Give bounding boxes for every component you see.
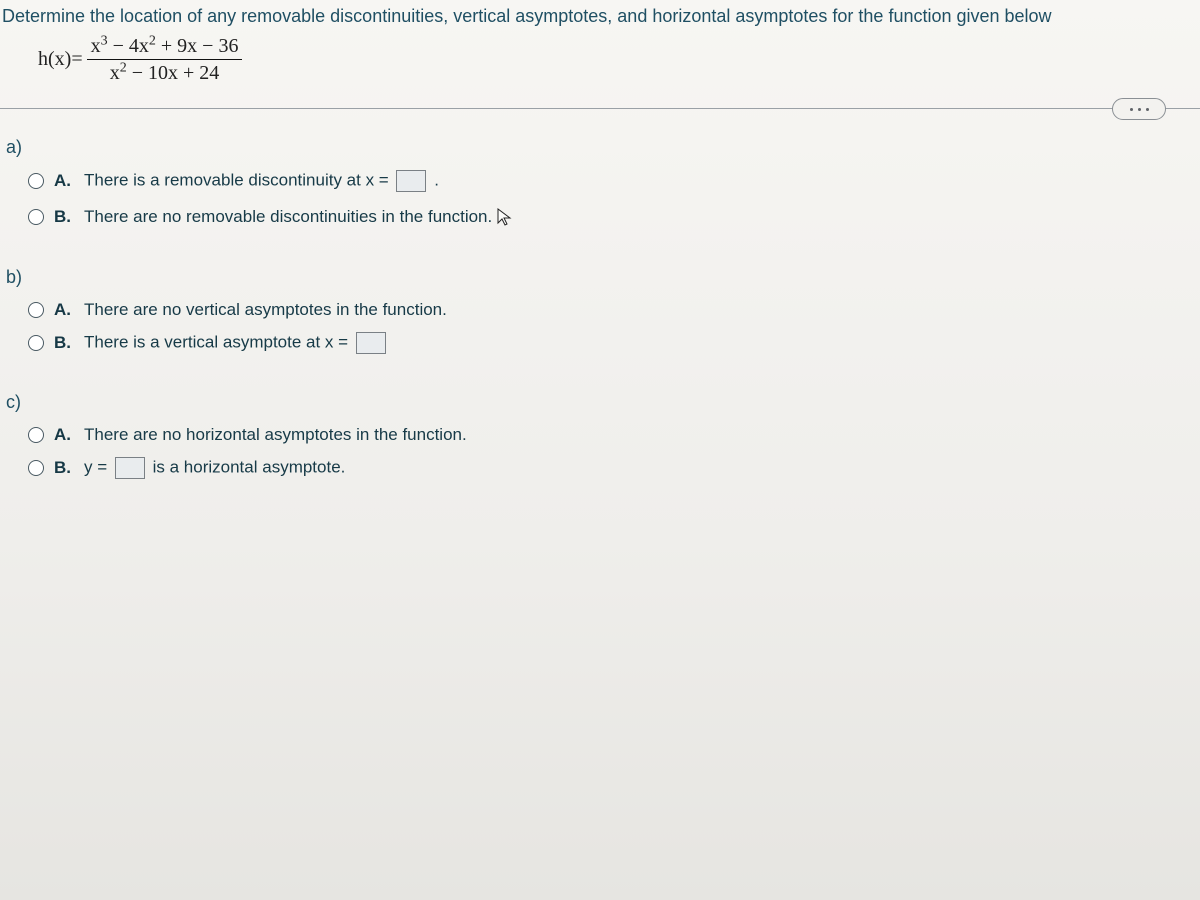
part-c-label: c) — [6, 392, 1188, 419]
radio-icon[interactable] — [28, 335, 44, 351]
answer-input[interactable] — [356, 332, 386, 354]
option-letter: A. — [54, 425, 74, 445]
part-c: c) A. There are no horizontal asymptotes… — [0, 364, 1200, 489]
option-text: There are no horizontal asymptotes in th… — [84, 425, 467, 445]
ellipsis-dot-icon — [1138, 108, 1141, 111]
more-options-button[interactable] — [1112, 98, 1166, 120]
function-fraction: x3 − 4x2 + 9x − 36 x2 − 10x + 24 — [87, 35, 243, 84]
part-c-option-A[interactable]: A. There are no horizontal asymptotes in… — [6, 419, 1188, 451]
option-text: There are no removable discontinuities i… — [84, 207, 492, 227]
ellipsis-dot-icon — [1130, 108, 1133, 111]
option-text: y = is a horizontal asymptote. — [84, 457, 345, 479]
option-text: There is a removable discontinuity at x … — [84, 170, 439, 192]
part-b-option-A[interactable]: A. There are no vertical asymptotes in t… — [6, 294, 1188, 326]
ellipsis-dot-icon — [1146, 108, 1149, 111]
option-letter: B. — [54, 333, 74, 353]
option-letter: A. — [54, 171, 74, 191]
divider — [0, 108, 1200, 109]
part-a: a) A. There is a removable discontinuity… — [0, 109, 1200, 239]
option-text: There is a vertical asymptote at x = — [84, 332, 389, 354]
option-text: There are no vertical asymptotes in the … — [84, 300, 447, 320]
option-text-post: is a horizontal asymptote. — [153, 457, 346, 476]
function-lhs: h(x)= — [38, 48, 87, 71]
answer-input[interactable] — [115, 457, 145, 479]
option-text-pre: There is a removable discontinuity at x … — [84, 170, 389, 189]
answer-input[interactable] — [396, 170, 426, 192]
option-text-pre: y = — [84, 457, 107, 476]
part-b-label: b) — [6, 267, 1188, 294]
cursor-icon — [496, 207, 514, 232]
fraction-denominator: x2 − 10x + 24 — [106, 60, 224, 84]
option-letter: B. — [54, 458, 74, 478]
part-a-label: a) — [6, 137, 1188, 164]
question-prompt: Determine the location of any removable … — [0, 0, 1200, 27]
question-page: Determine the location of any removable … — [0, 0, 1200, 900]
radio-icon[interactable] — [28, 460, 44, 476]
radio-icon[interactable] — [28, 427, 44, 443]
fraction-numerator: x3 − 4x2 + 9x − 36 — [87, 35, 243, 59]
part-b-option-B[interactable]: B. There is a vertical asymptote at x = — [6, 326, 1188, 360]
part-b: b) A. There are no vertical asymptotes i… — [0, 239, 1200, 364]
part-a-option-A[interactable]: A. There is a removable discontinuity at… — [6, 164, 1188, 198]
part-c-option-B[interactable]: B. y = is a horizontal asymptote. — [6, 451, 1188, 485]
function-definition: h(x)= x3 − 4x2 + 9x − 36 x2 − 10x + 24 — [0, 27, 1200, 108]
part-a-option-B[interactable]: B. There are no removable discontinuitie… — [6, 198, 1188, 235]
option-letter: A. — [54, 300, 74, 320]
radio-icon[interactable] — [28, 173, 44, 189]
option-letter: B. — [54, 207, 74, 227]
radio-icon[interactable] — [28, 302, 44, 318]
option-text-pre: There is a vertical asymptote at x = — [84, 332, 348, 351]
radio-icon[interactable] — [28, 209, 44, 225]
option-text-post: . — [434, 170, 439, 189]
